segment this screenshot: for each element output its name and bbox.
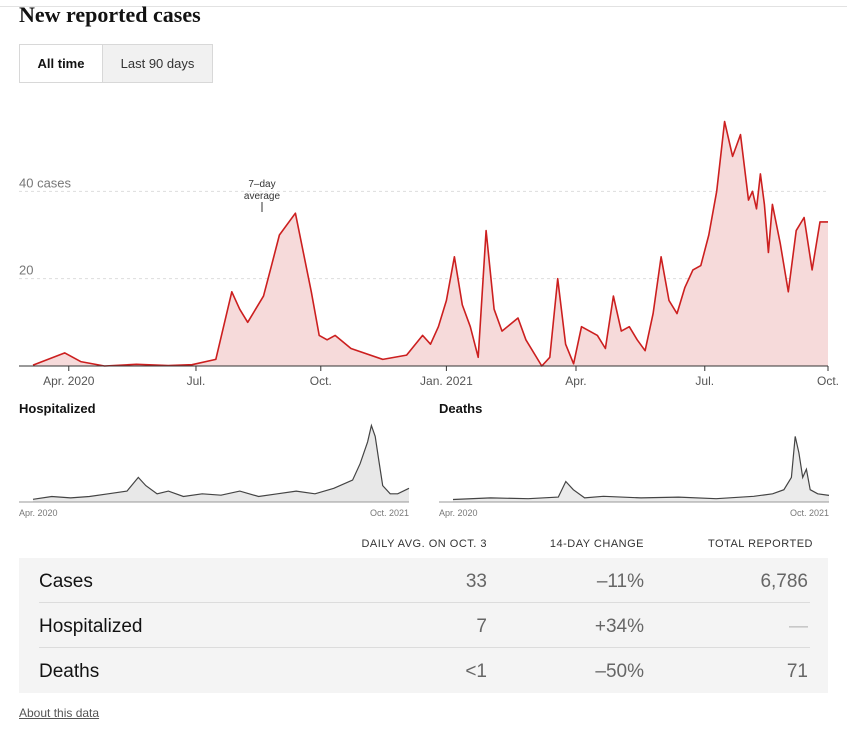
row-divider <box>39 602 810 603</box>
cases-line <box>32 120 828 367</box>
row-14-day-change: –11% <box>596 571 644 592</box>
row-total: — <box>789 616 808 637</box>
row-daily-avg: <1 <box>465 661 487 682</box>
last-90-days-button[interactable]: Last 90 days <box>102 44 213 83</box>
deaths-area <box>453 436 829 502</box>
table-row-hospitalized: Hospitalized 7 +34% — <box>19 603 828 648</box>
top-rule <box>0 6 847 7</box>
row-14-day-change: –50% <box>595 661 644 682</box>
x-tick-label: Oct. 2021 <box>790 508 829 518</box>
all-time-button[interactable]: All time <box>19 44 102 83</box>
row-label: Deaths <box>39 661 100 682</box>
y-tick-label: 20 <box>19 263 33 278</box>
row-total: 6,786 <box>760 571 808 592</box>
deaths-line <box>452 436 830 501</box>
x-tick-label: Jul. <box>187 374 206 388</box>
hospitalized-area <box>33 425 409 502</box>
hospitalized-chart: Apr. 2020 Oct. 2021 <box>19 423 410 518</box>
page-title: New reported cases <box>19 2 201 27</box>
hospitalized-title: Hospitalized <box>19 401 96 416</box>
cases-area <box>33 121 828 366</box>
row-divider <box>39 647 810 648</box>
row-label: Hospitalized <box>39 616 143 637</box>
row-14-day-change: +34% <box>594 616 644 637</box>
row-daily-avg: 7 <box>476 616 487 637</box>
col-header-daily: DAILY AVG. ON OCT. 3 <box>361 538 487 550</box>
x-tick-label: Jul. <box>695 374 714 388</box>
row-label: Cases <box>39 571 93 592</box>
cases-chart: 20 40 cases Apr. 2020 Jul. Oct. Jan. 2021 Apr.… <box>19 120 839 388</box>
x-tick-label: Jan. 2021 <box>420 374 473 388</box>
time-range-toggle: All time Last 90 days <box>19 44 213 83</box>
annotation-label: 7–day <box>248 179 275 190</box>
about-this-data-link[interactable]: About this data <box>19 706 100 720</box>
x-tick-label: Apr. 2020 <box>439 508 478 518</box>
annotation-label: average <box>244 191 281 202</box>
x-tick-label: Oct. <box>310 374 332 388</box>
summary-table: Cases 33 –11% 6,786 Hospitalized 7 +34% … <box>19 558 828 693</box>
deaths-title: Deaths <box>439 401 483 416</box>
table-row-deaths: Deaths <1 –50% 71 <box>19 648 828 693</box>
x-tick-label: Oct. <box>817 374 839 388</box>
col-header-change: 14-DAY CHANGE <box>549 538 644 550</box>
x-tick-label: Apr. 2020 <box>19 508 58 518</box>
x-tick-label: Oct. 2021 <box>370 508 409 518</box>
x-tick-label: Apr. <box>565 374 586 388</box>
row-total: 71 <box>786 661 808 682</box>
x-tick-label: Apr. 2020 <box>43 374 95 388</box>
deaths-chart: Apr. 2020 Oct. 2021 <box>439 436 830 518</box>
hospitalized-line <box>32 423 410 500</box>
row-daily-avg: 33 <box>465 571 487 592</box>
table-row-cases: Cases 33 –11% 6,786 <box>19 558 828 603</box>
col-header-total: TOTAL REPORTED <box>707 538 813 550</box>
y-tick-label: 40 cases <box>19 175 72 190</box>
